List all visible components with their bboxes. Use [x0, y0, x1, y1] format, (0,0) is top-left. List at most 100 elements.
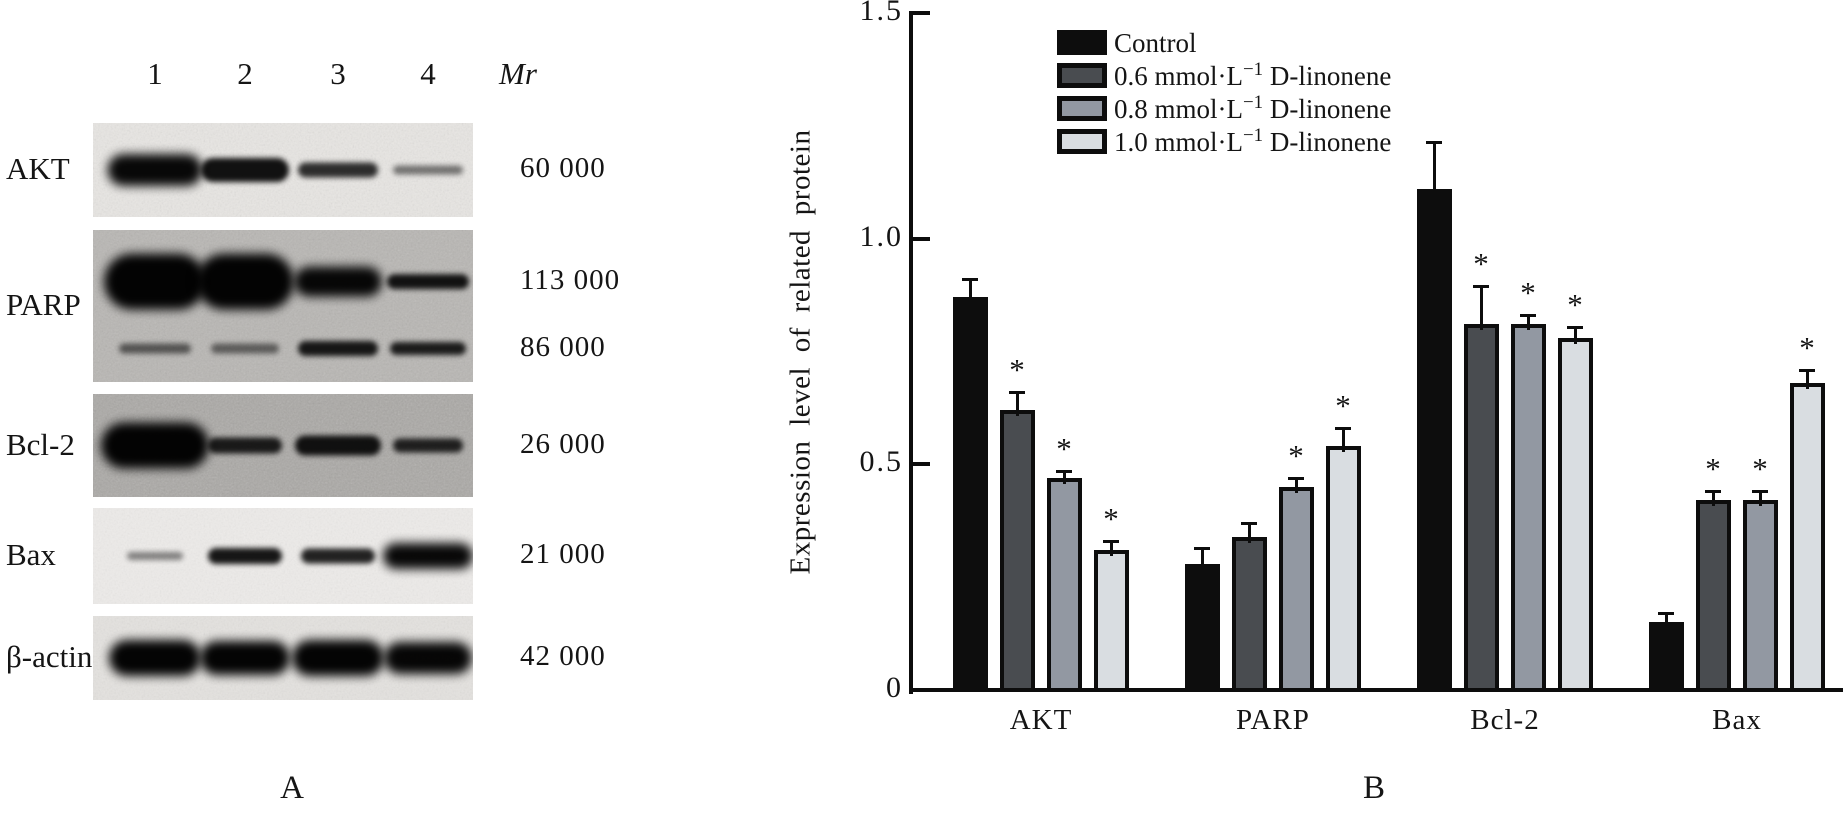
- y-tick-label: 0.5: [859, 445, 903, 479]
- category-label: Bcl-2: [1470, 704, 1540, 736]
- lane-number: 2: [237, 56, 253, 91]
- error-bar-cap: [1567, 325, 1583, 329]
- error-bar: [1665, 613, 1668, 629]
- error-bar: [1016, 392, 1019, 417]
- error-bar-cap: [1009, 391, 1025, 395]
- error-bar: [1201, 547, 1204, 570]
- bar: [1232, 536, 1267, 692]
- error-bar: [1759, 491, 1762, 507]
- bar: [1464, 324, 1499, 692]
- significance-asterisk: *: [1288, 437, 1304, 473]
- error-bar-cap: [1103, 540, 1119, 544]
- y-tick-label: 1.0: [859, 219, 903, 253]
- significance-asterisk: *: [1473, 246, 1489, 282]
- error-bar: [1295, 477, 1298, 493]
- blot-protein-label: PARP: [6, 287, 81, 322]
- error-bar-cap: [1288, 476, 1304, 480]
- blot-strip-2: [93, 230, 473, 382]
- significance-asterisk: *: [1103, 501, 1119, 537]
- mr-column-header: Mr: [499, 56, 537, 91]
- error-bar: [1527, 315, 1530, 331]
- significance-asterisk: *: [1009, 352, 1025, 388]
- bar: [1696, 500, 1731, 692]
- significance-asterisk: *: [1056, 431, 1072, 467]
- x-axis: [909, 688, 1843, 692]
- bar: [1047, 477, 1082, 692]
- error-bar: [1433, 141, 1436, 195]
- y-tick: [913, 11, 930, 15]
- blot-protein-label: AKT: [6, 151, 70, 186]
- error-bar-cap: [1194, 546, 1210, 550]
- significance-asterisk: *: [1567, 286, 1583, 322]
- molecular-weight-label: 26 000: [520, 427, 606, 460]
- error-bar: [1342, 428, 1345, 453]
- error-bar-cap: [1426, 140, 1442, 144]
- bar: [1649, 622, 1684, 692]
- legend-item-0.6: 0.6 mmol·L−1 D-linonene: [1057, 58, 1392, 91]
- legend-item-0.8: 0.8 mmol·L−1 D-linonene: [1057, 91, 1392, 124]
- blot-strip-1: [93, 123, 473, 217]
- bar: [1790, 383, 1825, 692]
- error-bar-cap: [1241, 522, 1257, 525]
- category-label: PARP: [1236, 704, 1310, 736]
- legend-swatch-0.8: [1057, 95, 1107, 121]
- error-bar-cap: [1056, 470, 1072, 474]
- molecular-weight-label: 21 000: [520, 538, 606, 570]
- lane-number: 4: [420, 56, 436, 91]
- error-bar: [1574, 326, 1577, 344]
- molecular-weight-label: 60 000: [520, 152, 606, 184]
- molecular-weight-label: 86 000: [520, 330, 606, 363]
- legend-label: 0.6 mmol·L−1 D-linonene: [1114, 58, 1392, 91]
- blot-protein-label: Bcl-2: [6, 426, 75, 462]
- y-tick-label: 0: [886, 671, 903, 704]
- legend-label: 0.8 mmol·L−1 D-linonene: [1114, 91, 1392, 124]
- error-bar-cap: [1705, 490, 1721, 494]
- error-bar-cap: [962, 278, 978, 282]
- y-axis-title: Expression level of related protein: [784, 129, 817, 575]
- y-axis: [909, 11, 913, 694]
- bar: [1743, 500, 1778, 692]
- legend-swatch-control: [1057, 29, 1107, 55]
- bar: [1279, 486, 1314, 692]
- legend-label: Control: [1114, 27, 1197, 58]
- blot-protein-label: Bax: [6, 537, 56, 572]
- blot-strip-5: [93, 616, 473, 700]
- y-tick: [913, 462, 930, 467]
- bar: [1185, 563, 1220, 692]
- bar: [1511, 324, 1546, 692]
- molecular-weight-label: 113 000: [520, 263, 621, 296]
- error-bar-cap: [1473, 285, 1489, 289]
- category-label: AKT: [1009, 704, 1073, 736]
- error-bar: [1063, 471, 1066, 484]
- bar: [1558, 337, 1593, 692]
- lane-number: 3: [330, 56, 346, 91]
- significance-asterisk: *: [1335, 388, 1351, 424]
- y-tick-label: 1.5: [859, 0, 903, 27]
- blot-strip-4: [93, 508, 473, 604]
- error-bar: [1806, 369, 1809, 390]
- error-bar: [1480, 286, 1483, 331]
- error-bar: [1110, 541, 1113, 557]
- bar: [953, 297, 988, 692]
- error-bar: [969, 279, 972, 304]
- error-bar-cap: [1799, 368, 1815, 372]
- significance-asterisk: *: [1705, 451, 1721, 487]
- legend-swatch-1.0: [1057, 128, 1107, 154]
- error-bar-cap: [1520, 314, 1536, 318]
- significance-asterisk: *: [1520, 275, 1536, 311]
- legend-swatch-0.6: [1057, 62, 1107, 88]
- lane-number: 1: [147, 56, 163, 91]
- blot-protein-label: β-actin: [6, 639, 93, 674]
- category-label: Bax: [1712, 704, 1762, 736]
- panel-b-label: B: [1362, 770, 1385, 806]
- error-bar-cap: [1658, 612, 1674, 616]
- molecular-weight-label: 42 000: [520, 640, 606, 672]
- y-tick: [913, 236, 930, 241]
- legend-item-1.0: 1.0 mmol·L−1 D-linonene: [1057, 125, 1391, 157]
- bar: [1417, 189, 1452, 692]
- error-bar-cap: [1335, 427, 1351, 431]
- bar: [1326, 446, 1361, 692]
- bar: [1000, 410, 1035, 692]
- legend-item-control: Control: [1057, 27, 1197, 58]
